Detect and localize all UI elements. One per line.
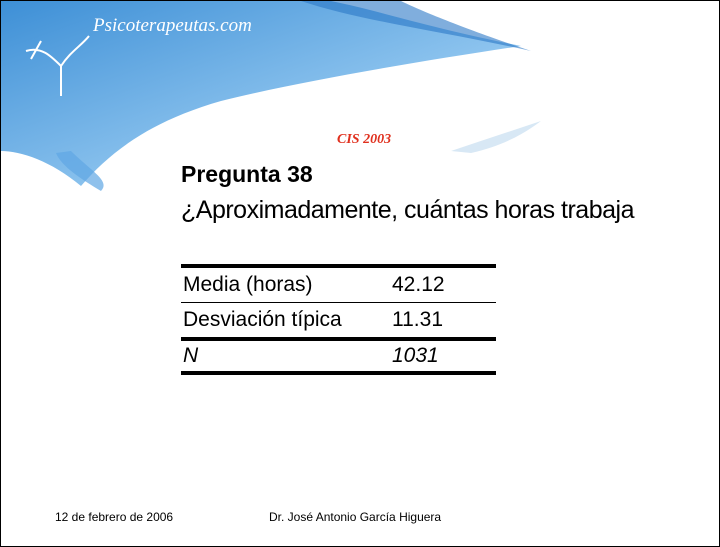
cell: 11.31 <box>392 308 443 331</box>
row: Desviación típica 11.31 <box>181 303 496 341</box>
footer-author: Dr. José Antonio García Higuera <box>269 510 442 524</box>
cell: 1031 <box>392 344 439 367</box>
cell: Desviación típica <box>183 308 342 331</box>
cell: N <box>183 344 199 367</box>
source: CIS 2003 <box>337 132 392 147</box>
footer-date: 12 de febrero de 2006 <box>55 510 174 524</box>
row: Media (horas) 42.12 <box>181 268 496 303</box>
cell: 42.12 <box>392 273 445 296</box>
cell: Media (horas) <box>183 273 313 296</box>
question-title: Pregunta 38 <box>181 161 313 187</box>
banner <box>1 1 541 191</box>
question-text: ¿Aproximadamente, cuántas horas trabaja <box>181 196 634 224</box>
brand: Psicoterapeutas.com <box>93 15 252 36</box>
row: N 1031 <box>181 341 496 371</box>
stats-table: Media (horas) 42.12 Desviación típica 11… <box>181 264 496 375</box>
